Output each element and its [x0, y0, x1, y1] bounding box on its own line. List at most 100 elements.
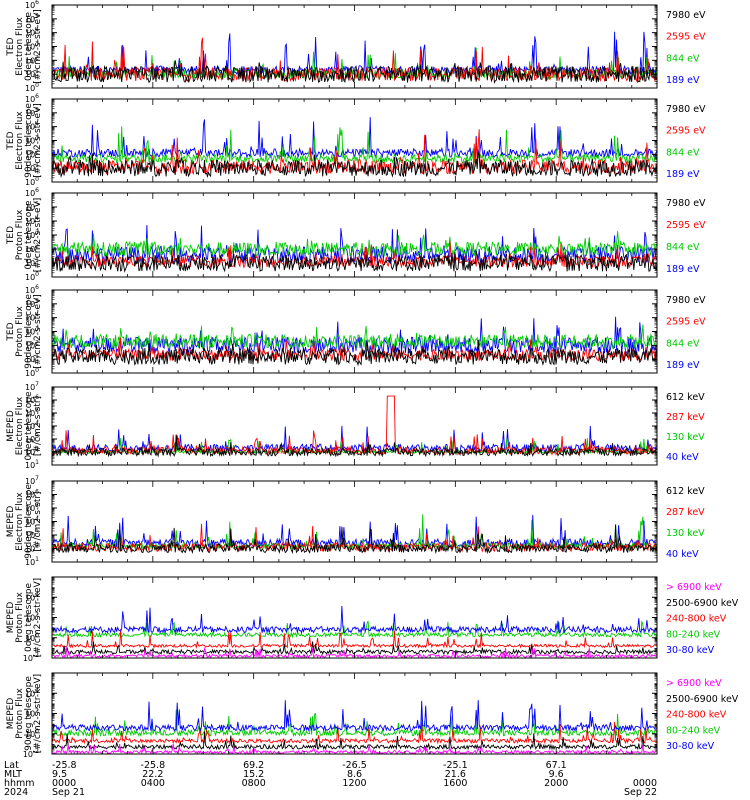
y-tick-label: 103 [25, 529, 39, 540]
y-axis-label: Proton Flux [15, 688, 25, 739]
y-tick-label: 102 [25, 708, 39, 719]
y-tick-label: 107 [25, 381, 39, 392]
y-tick-label: 10-2 [23, 652, 39, 663]
y-axis-label: [#/cm2-s-str-keV] [33, 578, 43, 657]
y-tick-label: 107 [25, 475, 39, 486]
series-line-189-ev [52, 31, 657, 76]
y-axis-label: 90deg telescope [24, 294, 34, 369]
series-line-240-800-kev [52, 628, 657, 649]
x-axis-row-label: hhmm [4, 778, 35, 789]
y-tick-label: 104 [25, 516, 39, 527]
y-tick-label: 105 [25, 201, 39, 212]
y-tick-label: 101 [25, 257, 39, 268]
y-tick-label: 105 [25, 407, 39, 418]
y-tick-label: 100 [25, 82, 39, 93]
legend-entry: 7980 eV [666, 295, 706, 306]
x-axis-row-label: Lat [4, 760, 19, 771]
x-axis-tick-lat: -26.5 [342, 760, 367, 771]
y-tick-label: 105 [25, 298, 39, 309]
y-axis-label: 0deg telescope [24, 391, 34, 461]
y-tick-label: 100 [25, 728, 39, 739]
y-tick-label: 106 [25, 284, 39, 295]
series-line-189-ev [52, 316, 657, 356]
x-axis-tick-hhmm: 1600 [443, 778, 467, 789]
y-tick-label: 106 [25, 187, 39, 198]
x-axis-tick-lat: -25.8 [52, 760, 77, 771]
legend-entry: 844 eV [666, 338, 700, 349]
legend-entry: 844 eV [666, 147, 700, 158]
legend-entry: 2500-6900 keV [666, 694, 739, 705]
x-axis-tick-hhmm: 0000 [633, 778, 657, 789]
y-tick-label: 105 [25, 502, 39, 513]
legend-entry: 287 keV [666, 507, 705, 518]
y-axis-label: 90deg telescope [24, 676, 34, 751]
y-tick-label: 103 [25, 433, 39, 444]
y-axis-label: Proton Flux [15, 209, 25, 260]
y-tick-label: 101 [25, 162, 39, 173]
y-axis-label: TED [6, 131, 16, 150]
legend-entry: 2595 eV [666, 126, 706, 137]
legend-entry: 189 eV [666, 75, 700, 86]
y-axis-label: MEPED [6, 506, 16, 538]
legend-entry: 130 keV [666, 432, 705, 443]
series-line-30-80-kev [52, 605, 657, 635]
y-axis-label: TED [6, 322, 16, 341]
y-tick-label: 103 [25, 229, 39, 240]
legend-entry: 80-240 keV [666, 725, 721, 736]
legend-entry: 30-80 keV [666, 645, 715, 656]
legend-entry: 612 keV [666, 392, 705, 403]
series-line-240-800-kev [52, 721, 657, 745]
y-axis-label: Electron Flux [15, 492, 25, 551]
y-tick-label: 104 [25, 27, 39, 38]
y-axis-label: Proton Flux [15, 592, 25, 643]
series-line-612-kev [52, 524, 657, 555]
x-axis-tick-hhmm: 0000 [52, 778, 76, 789]
y-axis-label: TED [6, 226, 16, 245]
y-axis-label: MEPED [6, 698, 16, 730]
y-axis-label: [#/cm2-s-str-eV] [33, 103, 43, 178]
legend-entry: 189 eV [666, 360, 700, 371]
y-tick-label: 104 [25, 687, 39, 698]
legend-entry: 80-240 keV [666, 629, 721, 640]
series-line-7980-ev [52, 58, 657, 84]
y-tick-label: 100 [25, 632, 39, 643]
y-tick-label: 104 [25, 121, 39, 132]
x-axis-tick-hhmm: 0400 [141, 778, 165, 789]
y-axis-label: 0deg telescope [24, 583, 34, 653]
legend-entry: > 6900 keV [666, 678, 722, 689]
y-axis-label: Electron Flux [15, 396, 25, 455]
y-tick-label: 102 [25, 543, 39, 554]
series-line-2500-6900-kev [52, 731, 657, 751]
legend-entry: 2595 eV [666, 317, 706, 328]
y-tick-label: 102 [25, 339, 39, 350]
y-axis-label: [#/cm2-s-str-eV] [33, 9, 43, 84]
legend-entry: 189 eV [666, 264, 700, 275]
y-tick-label: 106 [25, 0, 39, 10]
y-tick-label: 102 [25, 148, 39, 159]
series-line-7980-ev [52, 251, 657, 273]
x-axis-row-label: 2024 [4, 787, 28, 798]
y-tick-label: 100 [25, 367, 39, 378]
y-tick-label: 104 [25, 312, 39, 323]
series-line-40-kev [52, 425, 657, 454]
legend-entry: 2595 eV [666, 220, 706, 231]
x-axis-tick-lat: -25.8 [141, 760, 166, 771]
series-line-612-kev [52, 435, 657, 458]
y-tick-label: 10-2 [23, 748, 39, 759]
series-line-7980-ev [52, 339, 657, 367]
x-axis-tick-lat: 67.1 [546, 760, 567, 771]
x-axis-tick-hhmm: 2000 [544, 778, 568, 789]
y-axis-label: [#/cm2-s-str] [33, 396, 43, 456]
legend-entry: 287 keV [666, 412, 705, 423]
series-line-844-ev [52, 126, 657, 165]
y-tick-label: 105 [25, 13, 39, 24]
y-tick-label: 101 [25, 556, 39, 567]
panel-7: 10-2 100 102 104 MEPED Proton Flux 0deg telesc… [6, 576, 739, 663]
y-tick-label: 105 [25, 107, 39, 118]
legend-entry: 7980 eV [666, 10, 706, 21]
y-axis-label: [#/cm2-s-str-keV] [33, 674, 43, 753]
legend-entry: > 6900 keV [666, 582, 722, 593]
y-axis-label: Electron Flux [15, 111, 25, 170]
y-tick-label: 100 [25, 271, 39, 282]
